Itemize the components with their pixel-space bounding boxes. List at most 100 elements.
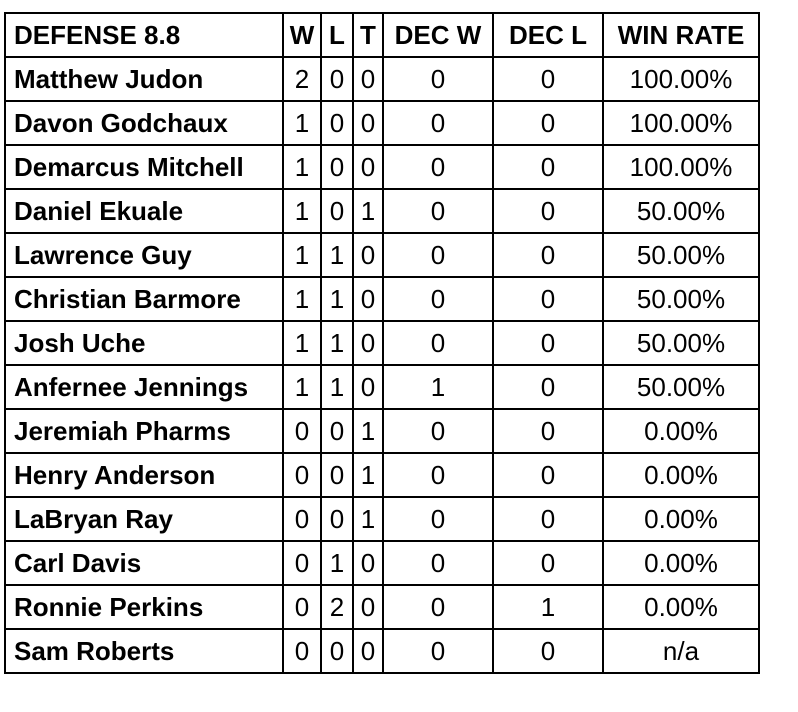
table-row: Josh Uche 1 1 0 0 0 50.00% [4, 320, 760, 366]
table-row: LaBryan Ray 0 0 1 0 0 0.00% [4, 496, 760, 542]
player-name-cell: Lawrence Guy [4, 232, 284, 278]
dec-wins-cell: 0 [382, 232, 494, 278]
table-row: Davon Godchaux 1 0 0 0 0 100.00% [4, 100, 760, 146]
table-row: Sam Roberts 0 0 0 0 0 n/a [4, 628, 760, 674]
dec-wins-cell: 1 [382, 364, 494, 410]
player-name-cell: Christian Barmore [4, 276, 284, 322]
win-rate-cell: 0.00% [602, 496, 760, 542]
dec-wins-cell: 0 [382, 100, 494, 146]
table-row: Daniel Ekuale 1 0 1 0 0 50.00% [4, 188, 760, 234]
dec-wins-cell: 0 [382, 408, 494, 454]
dec-wins-cell: 0 [382, 540, 494, 586]
table-row: Christian Barmore 1 1 0 0 0 50.00% [4, 276, 760, 322]
wins-cell: 0 [282, 452, 322, 498]
wins-cell: 0 [282, 408, 322, 454]
ties-cell: 1 [352, 496, 384, 542]
win-rate-cell: 100.00% [602, 100, 760, 146]
wins-cell: 0 [282, 628, 322, 674]
losses-cell: 2 [320, 584, 354, 630]
ties-cell: 0 [352, 584, 384, 630]
win-rate-cell: 0.00% [602, 584, 760, 630]
losses-cell: 0 [320, 628, 354, 674]
win-rate-cell: 50.00% [602, 188, 760, 234]
losses-cell: 0 [320, 496, 354, 542]
ties-cell: 0 [352, 364, 384, 410]
losses-cell: 1 [320, 276, 354, 322]
ties-cell: 0 [352, 232, 384, 278]
header-cell-title: DEFENSE 8.8 [4, 12, 284, 58]
player-name-cell: Demarcus Mitchell [4, 144, 284, 190]
player-name-cell: Jeremiah Pharms [4, 408, 284, 454]
dec-losses-cell: 0 [492, 452, 604, 498]
losses-cell: 1 [320, 320, 354, 366]
dec-losses-cell: 0 [492, 364, 604, 410]
wins-cell: 2 [282, 56, 322, 102]
table-row: Jeremiah Pharms 0 0 1 0 0 0.00% [4, 408, 760, 454]
dec-losses-cell: 0 [492, 408, 604, 454]
table-body: Matthew Judon 2 0 0 0 0 100.00% Davon Godchaux 1… [4, 56, 760, 674]
player-name-cell: Ronnie Perkins [4, 584, 284, 630]
wins-cell: 1 [282, 144, 322, 190]
losses-cell: 1 [320, 540, 354, 586]
losses-cell: 0 [320, 408, 354, 454]
dec-wins-cell: 0 [382, 56, 494, 102]
win-rate-cell: 50.00% [602, 276, 760, 322]
header-cell-dec-losses: DEC L [492, 12, 604, 58]
player-name-cell: Josh Uche [4, 320, 284, 366]
ties-cell: 0 [352, 276, 384, 322]
losses-cell: 0 [320, 56, 354, 102]
wins-cell: 1 [282, 364, 322, 410]
player-name-cell: Henry Anderson [4, 452, 284, 498]
losses-cell: 0 [320, 100, 354, 146]
player-name-cell: Davon Godchaux [4, 100, 284, 146]
win-rate-cell: n/a [602, 628, 760, 674]
ties-cell: 0 [352, 100, 384, 146]
losses-cell: 0 [320, 452, 354, 498]
losses-cell: 1 [320, 364, 354, 410]
ties-cell: 1 [352, 452, 384, 498]
wins-cell: 1 [282, 276, 322, 322]
win-rate-cell: 50.00% [602, 320, 760, 366]
wins-cell: 1 [282, 232, 322, 278]
dec-losses-cell: 0 [492, 144, 604, 190]
dec-wins-cell: 0 [382, 188, 494, 234]
ties-cell: 1 [352, 408, 384, 454]
wins-cell: 0 [282, 496, 322, 542]
dec-losses-cell: 0 [492, 100, 604, 146]
dec-wins-cell: 0 [382, 628, 494, 674]
player-name-cell: Carl Davis [4, 540, 284, 586]
ties-cell: 0 [352, 628, 384, 674]
wins-cell: 1 [282, 320, 322, 366]
header-cell-ties: T [352, 12, 384, 58]
win-rate-cell: 50.00% [602, 232, 760, 278]
defense-stats-table: DEFENSE 8.8 W L T DEC W DEC L WIN RATE M… [4, 12, 760, 674]
header-cell-win-rate: WIN RATE [602, 12, 760, 58]
wins-cell: 1 [282, 188, 322, 234]
header-cell-losses: L [320, 12, 354, 58]
dec-wins-cell: 0 [382, 452, 494, 498]
dec-losses-cell: 0 [492, 540, 604, 586]
wins-cell: 0 [282, 584, 322, 630]
dec-losses-cell: 0 [492, 56, 604, 102]
header-cell-dec-wins: DEC W [382, 12, 494, 58]
losses-cell: 0 [320, 144, 354, 190]
win-rate-cell: 0.00% [602, 408, 760, 454]
dec-losses-cell: 0 [492, 496, 604, 542]
win-rate-cell: 100.00% [602, 144, 760, 190]
dec-wins-cell: 0 [382, 144, 494, 190]
dec-losses-cell: 0 [492, 232, 604, 278]
table-row: Demarcus Mitchell 1 0 0 0 0 100.00% [4, 144, 760, 190]
dec-losses-cell: 0 [492, 628, 604, 674]
header-cell-wins: W [282, 12, 322, 58]
player-name-cell: Matthew Judon [4, 56, 284, 102]
ties-cell: 0 [352, 56, 384, 102]
dec-losses-cell: 0 [492, 276, 604, 322]
ties-cell: 1 [352, 188, 384, 234]
dec-wins-cell: 0 [382, 276, 494, 322]
player-name-cell: Daniel Ekuale [4, 188, 284, 234]
win-rate-cell: 50.00% [602, 364, 760, 410]
table-row: Matthew Judon 2 0 0 0 0 100.00% [4, 56, 760, 102]
dec-losses-cell: 1 [492, 584, 604, 630]
dec-losses-cell: 0 [492, 188, 604, 234]
player-name-cell: Sam Roberts [4, 628, 284, 674]
